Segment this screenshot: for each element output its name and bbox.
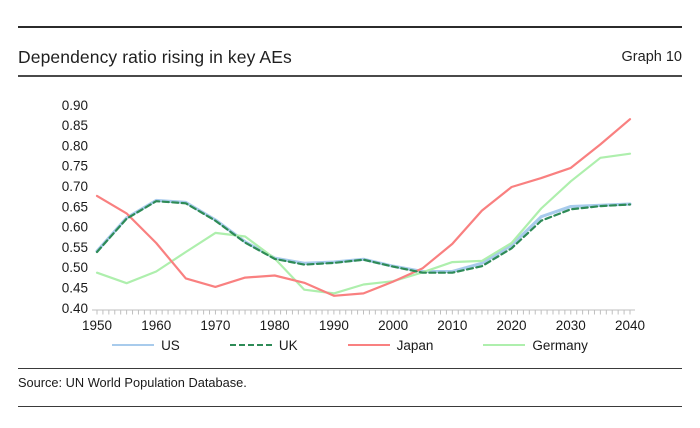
legend-item-japan: Japan	[347, 337, 434, 353]
x-axis-tick-label: 2030	[556, 318, 586, 333]
y-axis-tick-label: 0.75	[62, 159, 88, 174]
x-axis-tick-label: 1990	[319, 318, 349, 333]
graph-number-label: Graph 10	[621, 49, 682, 65]
japan-line-sample-icon	[347, 344, 390, 346]
germany-line-sample-icon	[483, 344, 526, 346]
x-axis-tick-label: 2010	[437, 318, 467, 333]
legend-item-uk: UK	[229, 337, 298, 353]
x-axis-tick-label: 1980	[260, 318, 290, 333]
y-axis-tick-label: 0.50	[62, 260, 88, 275]
legend-label-germany: Germany	[532, 337, 588, 353]
bottom-rule	[18, 406, 682, 407]
x-axis-tick-label: 2000	[378, 318, 408, 333]
y-axis-tick-label: 0.85	[62, 118, 88, 133]
chart-canvas: 0.90 0.85 0.80 0.75 0.70 0.65 0.60 0.55 0.50 0.45…	[62, 98, 645, 333]
y-axis-tick-label: 0.80	[62, 138, 88, 153]
legend-label-japan: Japan	[396, 337, 434, 353]
uk-series-line	[95, 200, 632, 274]
y-axis-tick-label: 0.60	[62, 220, 88, 235]
x-axis-tick-label: 1960	[141, 318, 171, 333]
legend-item-us: US	[112, 338, 180, 353]
legend-label-uk: UK	[278, 337, 298, 353]
title-row: Dependency ratio rising in key AEs Graph…	[18, 44, 682, 70]
y-axis-tick-label: 0.65	[62, 199, 88, 214]
us-line-sample-icon	[112, 344, 155, 346]
japan-series-line	[95, 118, 632, 297]
top-rule	[18, 26, 682, 28]
page-title: Dependency ratio rising in key AEs	[18, 46, 292, 67]
germany-series-line	[95, 152, 632, 295]
title-underline-rule	[18, 75, 682, 77]
y-axis-tick-label: 0.70	[62, 179, 88, 194]
chart-legend: US UK Japan Germany	[0, 337, 700, 353]
y-axis-tick-label: 0.40	[62, 301, 88, 316]
legend-label-us: US	[161, 337, 180, 353]
x-axis-tick-label: 2020	[497, 318, 527, 333]
x-axis-tick-label: 1950	[82, 318, 112, 333]
y-axis-tick-label: 0.55	[62, 240, 88, 255]
y-axis-tick-label: 0.90	[62, 98, 88, 113]
legend-item-germany: Germany	[483, 338, 588, 353]
us-series-line	[95, 198, 632, 274]
uk-dashed-line-sample-icon	[229, 344, 272, 346]
line-chart: 0.90 0.85 0.80 0.75 0.70 0.65 0.60 0.55 0.50 0.45…	[0, 90, 700, 342]
x-axis-tick-label: 1970	[200, 318, 230, 333]
source-note: Source: UN World Population Database.	[18, 375, 247, 390]
x-axis-tick-label: 2040	[615, 318, 645, 333]
source-top-rule	[18, 368, 682, 369]
y-axis-tick-label: 0.45	[62, 281, 88, 296]
